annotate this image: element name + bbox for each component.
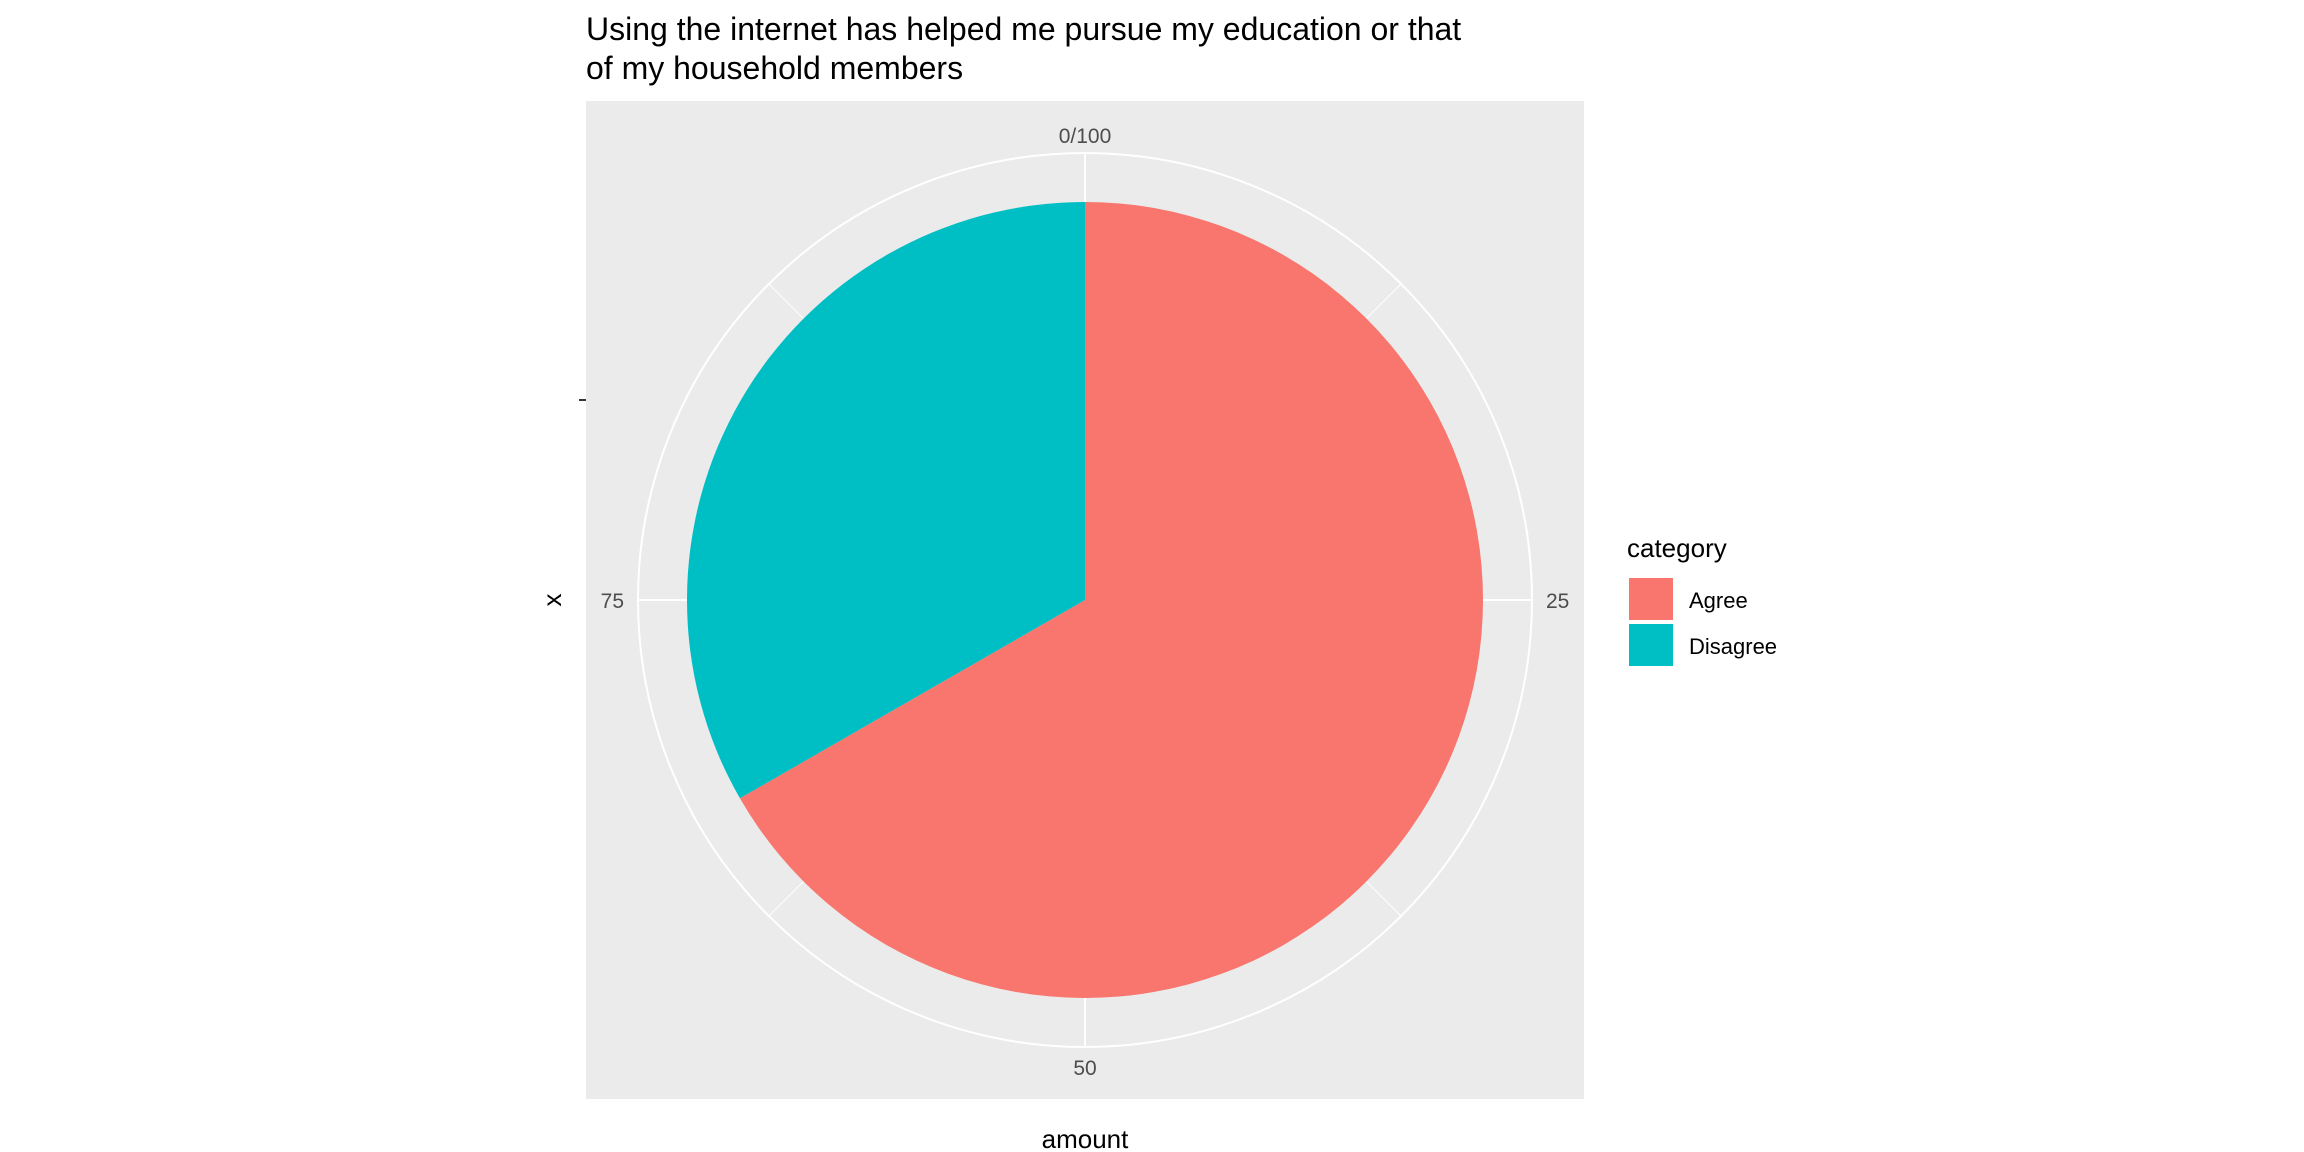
x-axis-label: amount — [1042, 1124, 1129, 1152]
legend-item-disagree: Disagree — [1629, 624, 1777, 666]
chart-title-line-2: of my household members — [586, 50, 963, 86]
legend-swatch-disagree — [1629, 624, 1673, 666]
theta-tick-label: 75 — [601, 590, 624, 613]
legend-item-agree: Agree — [1629, 578, 1748, 620]
pie-slice-agree — [739, 202, 1483, 998]
pie-slice-disagree — [687, 201, 1085, 799]
legend-title: category — [1627, 533, 1727, 563]
theta-tick-label: 50 — [1073, 1057, 1096, 1080]
theta-tick-labels: 0/100 25 50 75 — [601, 125, 1570, 1080]
legend-label-agree: Agree — [1689, 588, 1748, 613]
legend-label-disagree: Disagree — [1689, 634, 1777, 659]
legend: category Agree Disagree — [1627, 533, 1777, 666]
legend-swatch-agree — [1629, 578, 1673, 620]
y-axis-label: x — [537, 594, 567, 607]
theta-tick-label: 0/100 — [1059, 125, 1112, 148]
pie-slices — [687, 201, 1483, 998]
chart-title-line-1: Using the internet has helped me pursue … — [586, 11, 1461, 47]
theta-tick-label: 25 — [1546, 590, 1569, 613]
